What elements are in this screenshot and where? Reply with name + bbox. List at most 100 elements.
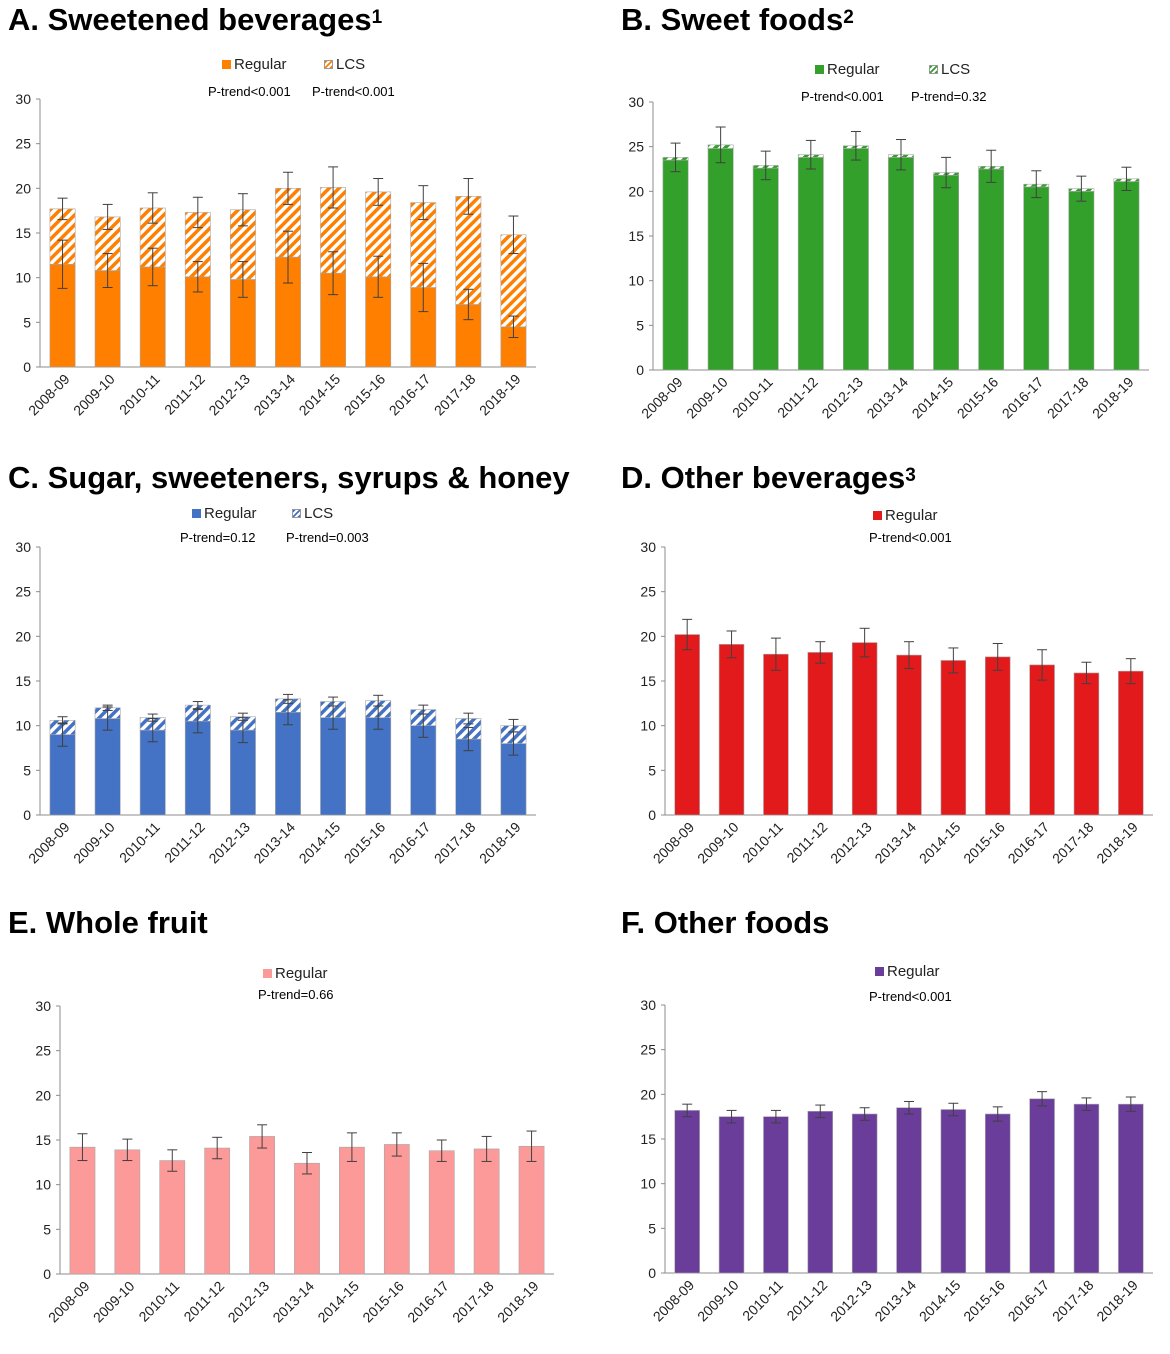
y-tick-label: 5 — [648, 1220, 656, 1236]
bar-regular — [455, 738, 482, 816]
legend-regular-label: Regular — [827, 61, 880, 78]
x-tick-label: 2010-11 — [135, 1278, 182, 1325]
legend-lcs: LCS — [929, 61, 970, 79]
legend-lcs: LCS — [292, 505, 333, 523]
x-tick-label: 2009-10 — [683, 374, 731, 422]
legend-regular-swatch — [222, 60, 231, 69]
bar-chart-b: 0 5 10 15 20 25 30 2008-092009-102010-112011-12… — [628, 94, 1149, 422]
bar-chart-f: 0 5 10 15 20 25 30 2008-092009-102010-112011-12… — [640, 997, 1153, 1325]
x-tick-label: 2013-14 — [871, 819, 919, 867]
x-tick-label: 2017-18 — [431, 819, 479, 867]
legend-regular-swatch — [875, 967, 884, 976]
x-tick-label: 2018-19 — [476, 819, 524, 867]
bar-regular — [763, 653, 789, 816]
bar-regular — [383, 1144, 410, 1275]
x-tick-label: 2016-17 — [404, 1278, 452, 1326]
bar-regular — [1113, 181, 1140, 371]
y-tick-label: 20 — [628, 183, 644, 199]
bar-chart-e: 0 5 10 15 20 25 30 2008-092009-102010-112011-12… — [35, 998, 554, 1326]
bar-regular — [249, 1136, 275, 1275]
x-tick-label: 2011-12 — [180, 1278, 227, 1325]
y-tick-label: 0 — [23, 359, 31, 375]
x-tick-label: 2016-17 — [1005, 819, 1053, 867]
bar-regular — [1073, 1103, 1100, 1274]
chart-title: C. Sugar, sweeteners, syrups & honey — [8, 460, 570, 495]
x-tick-label: 2018-19 — [1093, 819, 1141, 867]
y-tick-label: 20 — [35, 1087, 51, 1103]
bar-regular — [139, 729, 166, 816]
y-tick-label: 5 — [43, 1221, 51, 1237]
x-tick-label: 2017-18 — [1049, 819, 1097, 867]
x-tick-label: 2018-19 — [1089, 374, 1137, 422]
panel-c: C. Sugar, sweeteners, syrups & honey Reg… — [8, 460, 588, 900]
bar-regular — [1118, 1103, 1144, 1274]
legend-regular-swatch — [815, 65, 824, 74]
x-tick-label: 2013-14 — [250, 819, 298, 867]
panel-a: A. Sweetened beverages1 Regular LCS P-tr… — [8, 2, 588, 442]
legend-regular-label: Regular — [234, 56, 287, 73]
y-tick-label: 30 — [15, 539, 31, 555]
bar-regular — [428, 1150, 455, 1275]
y-tick-label: 30 — [628, 94, 644, 110]
bar-regular — [339, 1146, 365, 1275]
x-tick-label: 2016-17 — [386, 371, 434, 419]
x-tick-label: 2015-16 — [359, 1278, 407, 1326]
bar-regular — [365, 717, 392, 816]
x-tick-label: 2016-17 — [999, 374, 1047, 422]
legend-regular-label: Regular — [887, 963, 940, 980]
bar-regular — [763, 1116, 789, 1274]
y-tick-label: 5 — [23, 314, 31, 330]
legend-lcs-swatch — [324, 60, 333, 69]
chart-title: B. Sweet foods2 — [621, 2, 854, 37]
bar-regular — [49, 263, 76, 368]
x-tick-label: 2009-10 — [694, 819, 742, 867]
panel-e: E. Whole fruit Regular P-trend=0.66 0 5 10… — [8, 905, 588, 1345]
legend-regular-swatch — [873, 511, 882, 520]
bar-regular — [985, 1113, 1011, 1274]
bar-regular — [320, 717, 347, 816]
y-tick-label: 25 — [640, 584, 656, 600]
legend-regular: Regular — [222, 56, 287, 74]
x-tick-label: 2011-12 — [783, 1277, 830, 1324]
y-tick-label: 25 — [15, 584, 31, 600]
legend-regular: Regular — [192, 505, 257, 523]
x-tick-label: 2008-09 — [650, 819, 698, 867]
panel-f: F. Other foods Regular P-trend<0.001 0 5 1… — [621, 905, 1161, 1345]
legend-regular: Regular — [815, 61, 880, 79]
x-tick-label: 2010-11 — [729, 374, 776, 421]
legend-regular: Regular — [263, 965, 328, 983]
legend-regular-label: Regular — [275, 965, 328, 982]
y-tick-label: 15 — [15, 673, 31, 689]
chart-title: A. Sweetened beverages1 — [8, 2, 383, 37]
bar-regular — [985, 656, 1011, 816]
bar-regular — [518, 1145, 545, 1275]
chart-title: F. Other foods — [621, 905, 830, 940]
p-trend-lcs: P-trend<0.001 — [312, 84, 395, 99]
panel-b: B. Sweet foods2 Regular LCS P-trend<0.00… — [621, 2, 1161, 447]
x-tick-label: 2015-16 — [960, 1277, 1008, 1325]
bar-regular — [807, 652, 833, 816]
bar-regular — [842, 148, 869, 371]
bar-regular — [94, 718, 121, 816]
legend-regular-swatch — [192, 509, 201, 518]
x-tick-label: 2009-10 — [70, 371, 118, 419]
y-tick-label: 20 — [15, 628, 31, 644]
x-tick-label: 2012-13 — [205, 819, 253, 867]
x-tick-label: 2009-10 — [90, 1278, 138, 1326]
bar-regular — [797, 157, 824, 371]
x-tick-label: 2017-18 — [1049, 1277, 1097, 1325]
legend-lcs: LCS — [324, 56, 365, 74]
bar-regular — [410, 725, 437, 816]
y-tick-label: 15 — [15, 225, 31, 241]
legend-regular: Regular — [875, 963, 940, 981]
bar-regular — [940, 660, 967, 816]
bar-regular — [275, 711, 301, 816]
x-tick-label: 2014-15 — [296, 819, 344, 867]
bar-regular — [662, 159, 689, 371]
x-tick-label: 2018-19 — [1093, 1277, 1141, 1325]
x-tick-label: 2012-13 — [827, 819, 875, 867]
bar-regular — [49, 734, 76, 816]
bar-regular — [807, 1111, 833, 1274]
y-tick-label: 5 — [636, 317, 644, 333]
y-tick-label: 20 — [640, 628, 656, 644]
